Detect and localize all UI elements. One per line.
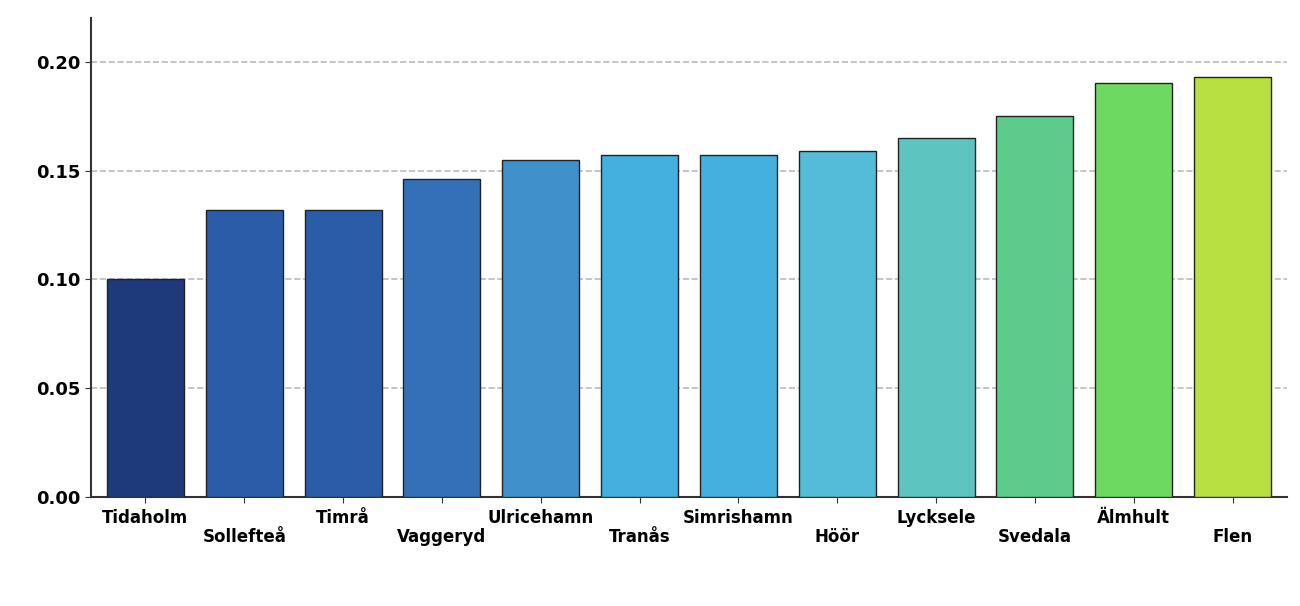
Text: Tranås: Tranås [608, 528, 671, 546]
Bar [107, 279, 183, 497]
Text: Flen: Flen [1213, 528, 1253, 546]
Text: Svedala: Svedala [998, 528, 1072, 546]
Bar [798, 151, 876, 497]
Text: Simrishamn: Simrishamn [682, 509, 794, 527]
Text: Vaggeryd: Vaggeryd [398, 528, 486, 546]
Bar [403, 179, 481, 497]
Bar [699, 155, 777, 497]
Bar [304, 210, 382, 497]
Text: Höör: Höör [815, 528, 859, 546]
Text: Timrå: Timrå [316, 509, 370, 527]
Bar [897, 138, 975, 497]
Bar [205, 210, 283, 497]
Bar [1195, 77, 1271, 497]
Text: Tidaholm: Tidaholm [103, 509, 188, 527]
Bar [601, 155, 679, 497]
Text: Älmhult: Älmhult [1097, 509, 1170, 527]
Text: Ulricehamn: Ulricehamn [488, 509, 594, 527]
Bar [502, 159, 580, 497]
Bar [1095, 84, 1173, 497]
Text: Sollefteå: Sollefteå [203, 528, 286, 546]
Bar [996, 116, 1074, 497]
Text: Lycksele: Lycksele [897, 509, 976, 527]
